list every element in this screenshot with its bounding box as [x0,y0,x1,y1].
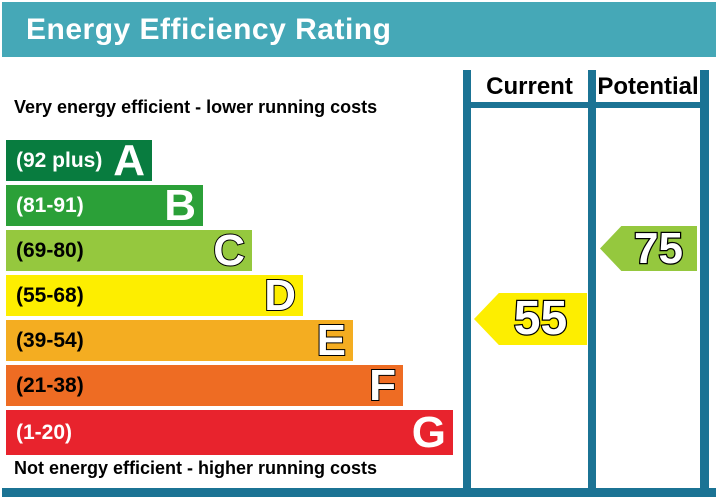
band-row-d: (55-68) D [6,270,303,320]
table-divider-middle [588,70,596,497]
table-border-right [700,70,709,497]
band-row-b: (81-91) B [6,180,203,230]
current-rating-arrow: 55 [474,293,587,345]
band-range-label: (69-80) [16,238,84,262]
band-row-a: (92 plus) A [6,135,152,185]
table-divider-left [463,70,471,497]
band-letter: B [164,180,196,230]
column-header-current: Current [486,73,573,100]
potential-rating-value: 75 [633,223,684,273]
band-row-g: (1-20) G [6,410,453,455]
band-letter: F [368,360,397,410]
band-letter: G [411,407,446,457]
band-letter: C [212,225,246,275]
table-header-underline [463,102,709,108]
band-letter: D [263,270,297,320]
band-range-label: (21-38) [16,373,84,397]
title-band: Energy Efficiency Rating [2,2,716,57]
potential-rating-arrow: 75 [600,226,697,271]
current-rating-value: 55 [513,292,569,345]
band-row-e: (39-54) E [6,315,353,365]
band-range-label: (55-68) [16,283,84,307]
band-letter: E [316,315,347,365]
band-row-c: (69-80) C [6,225,252,275]
bottom-note: Not energy efficient - higher running co… [14,458,378,478]
band-range-label: (81-91) [16,193,84,217]
bottom-border-bar [2,488,716,497]
page-title: Energy Efficiency Rating [26,12,392,46]
column-header-potential: Potential [597,73,699,100]
band-range-label: (1-20) [16,420,73,444]
band-range-label: (92 plus) [16,148,103,172]
band-letter: A [113,135,145,185]
top-note: Very energy efficient - lower running co… [14,97,378,117]
band-range-label: (39-54) [16,328,84,352]
band-row-f: (21-38) F [6,360,403,410]
